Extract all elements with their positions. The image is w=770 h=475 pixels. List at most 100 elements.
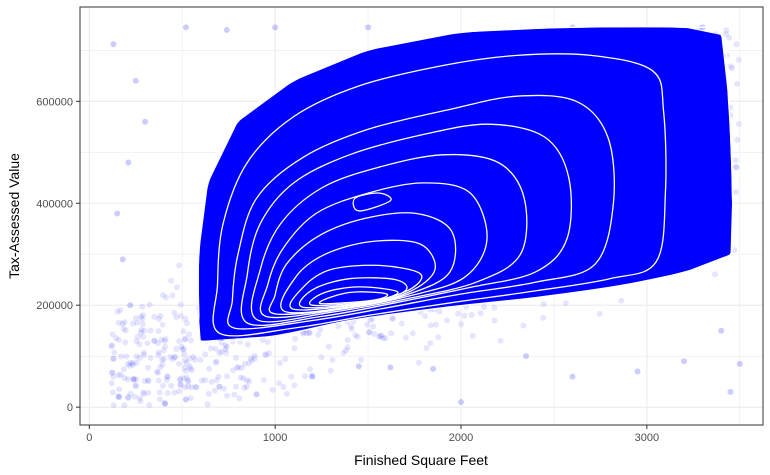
scatter-point xyxy=(413,261,419,268)
scatter-point xyxy=(290,300,297,307)
scatter-point xyxy=(691,212,698,219)
scatter-point xyxy=(665,99,672,105)
scatter-point xyxy=(599,266,606,273)
scatter-point xyxy=(290,265,297,272)
scatter-point xyxy=(558,107,565,114)
scatter-point xyxy=(190,353,197,360)
scatter-point xyxy=(497,167,503,174)
scatter-point xyxy=(422,313,429,320)
scatter-point xyxy=(704,33,711,40)
scatter-point xyxy=(215,373,222,380)
scatter-point xyxy=(304,180,311,187)
scatter-point xyxy=(671,51,678,58)
scatter-point xyxy=(684,112,690,119)
scatter-point xyxy=(654,120,660,127)
scatter-point xyxy=(446,173,453,180)
scatter-point xyxy=(327,367,334,374)
scatter-point xyxy=(235,269,242,276)
scatter-point xyxy=(331,241,338,248)
scatter-point xyxy=(526,157,533,164)
scatter-point xyxy=(703,66,710,73)
scatter-point xyxy=(357,271,364,278)
scatter-point xyxy=(182,335,189,342)
scatter-point xyxy=(590,216,597,223)
scatter-point xyxy=(606,100,613,107)
scatter-point xyxy=(237,374,244,381)
scatter-point xyxy=(485,185,492,192)
scatter-point xyxy=(293,250,300,257)
scatter-point xyxy=(701,35,708,42)
scatter-point xyxy=(244,341,251,348)
scatter-point xyxy=(489,153,496,160)
scatter-point xyxy=(295,236,302,243)
scatter-point xyxy=(145,364,152,371)
scatter-point xyxy=(343,281,350,288)
scatter-point xyxy=(116,393,123,400)
scatter-point xyxy=(224,286,231,293)
scatter-point xyxy=(372,254,379,261)
scatter-point xyxy=(491,246,498,253)
scatter-point xyxy=(692,182,699,189)
scatter-point xyxy=(562,300,569,307)
scatter-point xyxy=(428,240,435,247)
scatter-point xyxy=(122,327,129,334)
scatter-point xyxy=(727,104,734,111)
scatter-point xyxy=(655,39,662,45)
scatter-point xyxy=(457,399,464,406)
scatter-point xyxy=(469,332,476,339)
scatter-point xyxy=(352,253,359,260)
contour-line xyxy=(318,291,389,305)
scatter-point xyxy=(437,223,444,230)
scatter-point xyxy=(724,134,731,141)
scatter-point xyxy=(115,372,122,379)
scatter-point xyxy=(378,234,385,241)
scatter-point xyxy=(641,251,648,258)
scatter-point xyxy=(634,131,641,138)
scatter-point xyxy=(140,389,147,396)
scatter-point xyxy=(389,270,396,277)
scatter-point xyxy=(643,174,650,180)
scatter-point xyxy=(568,168,575,175)
scatter-point xyxy=(179,346,186,353)
scatter-point xyxy=(181,351,188,358)
scatter-point xyxy=(546,91,553,98)
scatter-point xyxy=(433,249,440,256)
scatter-point xyxy=(315,331,322,338)
scatter-point xyxy=(125,159,132,166)
scatter-point xyxy=(698,134,705,141)
scatter-point xyxy=(330,241,337,248)
scatter-point xyxy=(531,72,538,79)
scatter-point xyxy=(457,175,463,182)
scatter-point xyxy=(222,342,229,349)
scatter-point xyxy=(569,373,576,380)
scatter-point xyxy=(636,128,643,135)
scatter-point xyxy=(620,210,627,217)
scatter-point xyxy=(209,288,216,295)
scatter-point xyxy=(696,211,703,218)
scatter-point xyxy=(552,106,559,113)
scatter-point xyxy=(218,348,225,355)
scatter-point xyxy=(659,198,666,205)
scatter-point xyxy=(236,295,242,302)
scatter-point xyxy=(559,197,566,204)
scatter-point xyxy=(427,133,434,139)
scatter-point xyxy=(715,127,722,134)
scatter-point xyxy=(243,383,250,390)
scatter-point xyxy=(441,175,448,182)
scatter-point xyxy=(451,166,458,173)
scatter-point xyxy=(460,239,467,245)
scatter-point xyxy=(735,56,742,63)
scatter-point xyxy=(447,297,453,304)
scatter-point xyxy=(698,72,704,79)
scatter-point xyxy=(706,177,713,184)
scatter-point xyxy=(274,290,281,297)
scatter-point xyxy=(533,180,540,187)
scatter-point xyxy=(657,191,664,198)
scatter-point xyxy=(411,277,418,284)
scatter-point xyxy=(266,350,273,357)
scatter-point xyxy=(264,237,271,244)
scatter-point xyxy=(390,146,397,153)
scatter-point xyxy=(535,169,542,176)
scatter-point xyxy=(117,307,124,314)
scatter-point xyxy=(697,187,704,194)
